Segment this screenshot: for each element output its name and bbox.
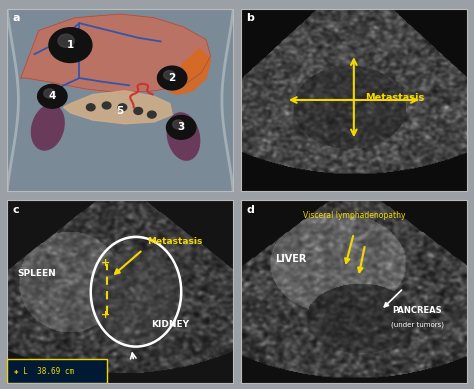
Text: 4: 4	[49, 91, 56, 101]
Text: d: d	[246, 205, 255, 215]
Circle shape	[157, 66, 187, 90]
Text: 5: 5	[117, 106, 124, 116]
Circle shape	[147, 111, 156, 118]
Text: Visceral lymphadenopathy: Visceral lymphadenopathy	[302, 212, 405, 221]
Text: Metastasis: Metastasis	[147, 237, 203, 246]
Ellipse shape	[167, 113, 200, 160]
Polygon shape	[64, 91, 172, 124]
Circle shape	[44, 89, 55, 98]
Text: 2: 2	[169, 73, 176, 83]
Text: (under tumors): (under tumors)	[391, 321, 444, 328]
Circle shape	[166, 116, 196, 139]
Text: 1: 1	[67, 40, 74, 50]
Circle shape	[118, 104, 127, 111]
Circle shape	[86, 104, 95, 111]
Text: b: b	[246, 13, 255, 23]
Text: KIDNEY: KIDNEY	[151, 320, 189, 329]
Text: PANCREAS: PANCREAS	[392, 305, 442, 315]
Text: LIVER: LIVER	[275, 254, 306, 264]
Circle shape	[49, 28, 92, 63]
Polygon shape	[165, 49, 210, 95]
Text: 3: 3	[178, 123, 185, 132]
Text: a: a	[13, 13, 20, 23]
Text: ✚ L  38.69 cm: ✚ L 38.69 cm	[14, 367, 74, 376]
Text: +: +	[101, 258, 110, 268]
Circle shape	[102, 102, 111, 109]
Text: Metastasis: Metastasis	[365, 93, 424, 103]
Circle shape	[58, 34, 74, 47]
Circle shape	[164, 70, 175, 80]
Ellipse shape	[31, 105, 64, 150]
Circle shape	[134, 107, 143, 114]
Text: c: c	[13, 205, 19, 215]
Circle shape	[37, 84, 67, 108]
FancyBboxPatch shape	[7, 359, 107, 383]
Text: SPLEEN: SPLEEN	[17, 269, 56, 278]
Polygon shape	[21, 14, 210, 93]
Circle shape	[173, 120, 184, 129]
Text: +: +	[101, 310, 110, 320]
